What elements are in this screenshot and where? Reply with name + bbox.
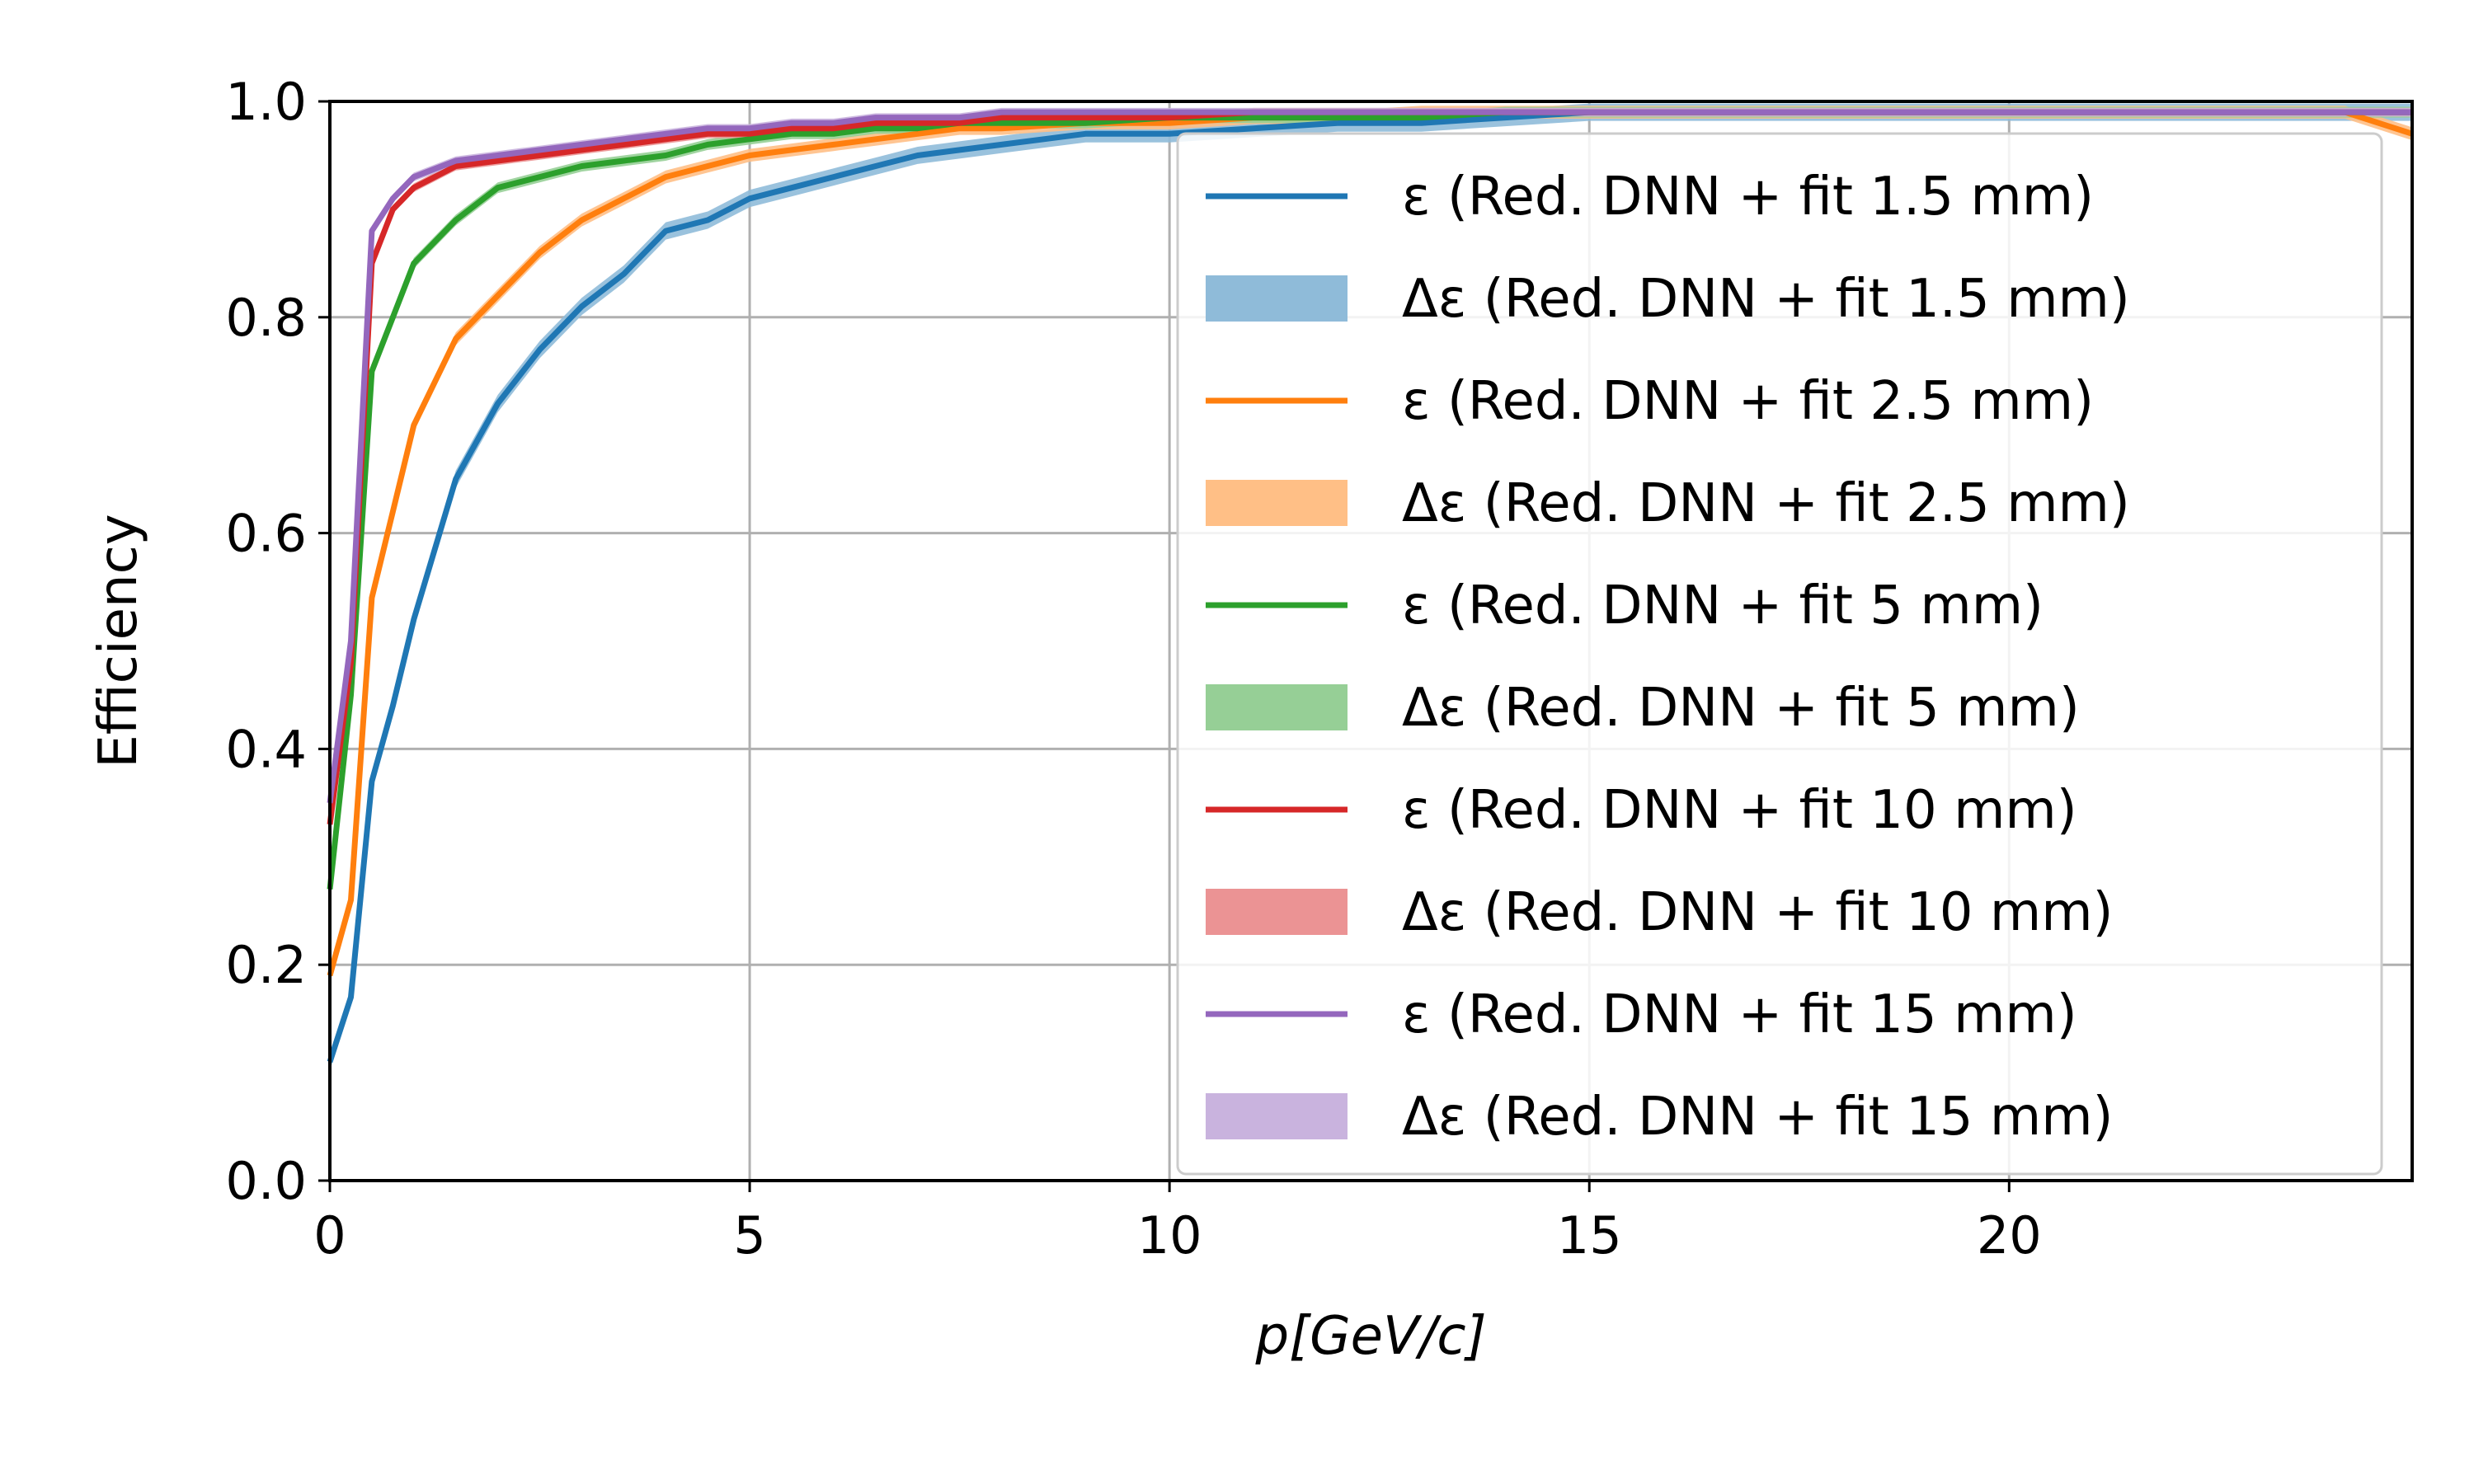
efficiency-line [327, 109, 2412, 804]
x-tick-label: 0 [313, 1205, 346, 1266]
x-tick-label: 15 [1557, 1205, 1622, 1266]
y-tick-label: 1.0 [225, 72, 307, 132]
legend-entry-label: Δε (Red. DNN + fit 15 mm) [1402, 1087, 2114, 1148]
legend-band-swatch [1206, 275, 1348, 322]
x-axis-label: p[GeV/c] [1254, 1306, 1486, 1367]
legend-entry-label: ε (Red. DNN + fit 5 mm) [1402, 575, 2044, 636]
y-tick-label: 0.4 [225, 719, 307, 779]
legend-entry-label: ε (Red. DNN + fit 1.5 mm) [1402, 167, 2094, 228]
x-tick-label: 10 [1137, 1205, 1202, 1266]
y-tick-label: 0.8 [225, 288, 307, 348]
legend-entry-label: ε (Red. DNN + fit 15 mm) [1402, 984, 2077, 1045]
legend: ε (Red. DNN + fit 1.5 mm) Δε (Red. DNN + … [1176, 132, 2383, 1176]
y-tick-label: 0.2 [225, 935, 307, 995]
legend-entry-label: Δε (Red. DNN + fit 1.5 mm) [1402, 269, 2130, 330]
legend-band-swatch [1206, 1093, 1348, 1139]
y-tick-label: 0.0 [225, 1151, 307, 1211]
legend-entry-label: ε (Red. DNN + fit 10 mm) [1402, 780, 2077, 841]
x-tick-label: 20 [1977, 1205, 2042, 1266]
axis-ticks: 0 5 10 15 20 0.0 0.2 0.4 0.6 0.8 1.0 [225, 72, 2041, 1266]
legend-entry-label: ε (Red. DNN + fit 2.5 mm) [1402, 371, 2094, 432]
legend-entry-label: Δε (Red. DNN + fit 2.5 mm) [1402, 473, 2130, 534]
y-tick-label: 0.6 [225, 504, 307, 564]
legend-box [1176, 132, 2383, 1176]
legend-band-swatch [1206, 889, 1348, 935]
efficiency-lines [327, 109, 2414, 1064]
legend-items: ε (Red. DNN + fit 1.5 mm) Δε (Red. DNN + … [1206, 167, 2130, 1148]
x-tick-label: 5 [733, 1205, 765, 1266]
legend-band-swatch [1206, 480, 1348, 526]
legend-band-swatch [1206, 684, 1348, 730]
legend-entry-label: Δε (Red. DNN + fit 5 mm) [1402, 678, 2080, 739]
plot-frame [328, 100, 2414, 1182]
y-axis-label: Efficiency [88, 514, 149, 768]
legend-entry-label: Δε (Red. DNN + fit 10 mm) [1402, 882, 2114, 943]
